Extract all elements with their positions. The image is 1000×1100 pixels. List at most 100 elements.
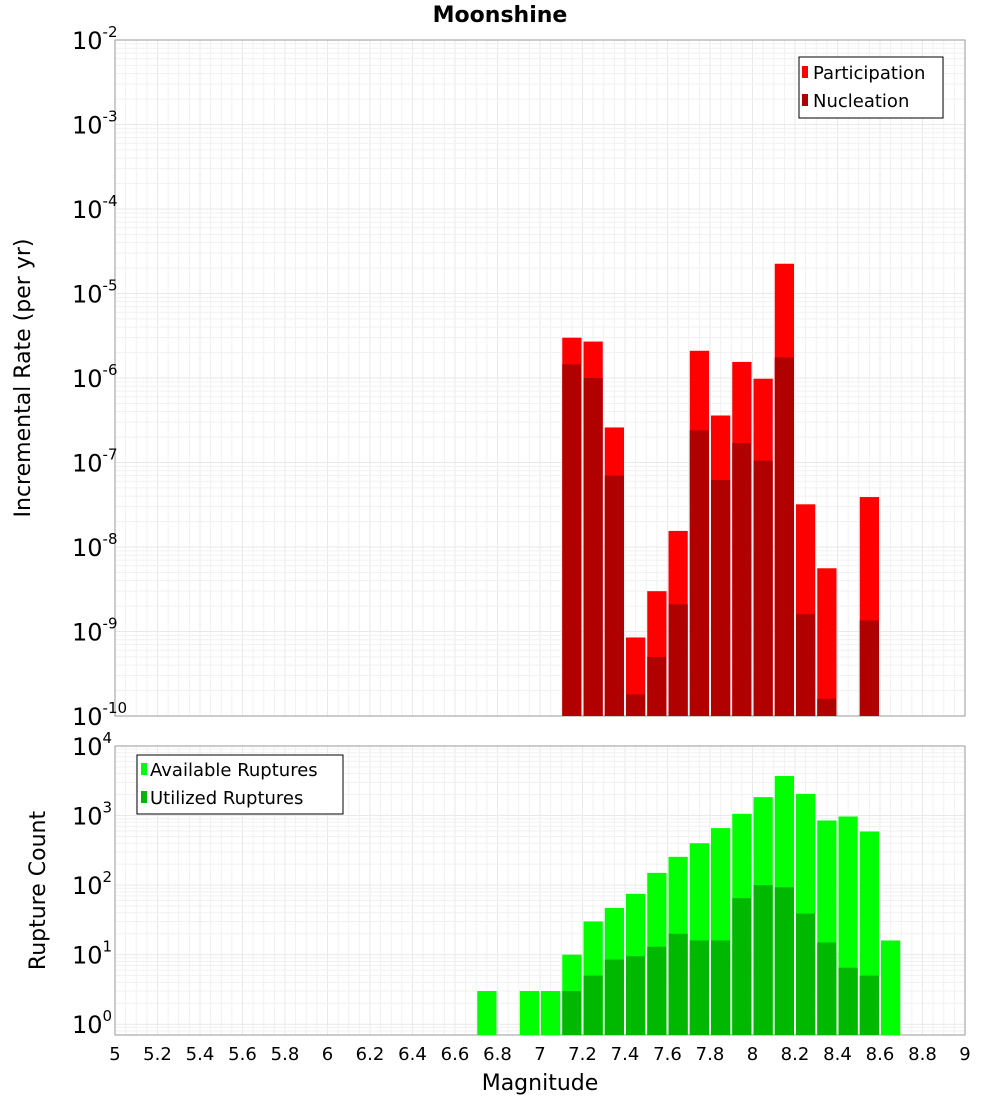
legend-swatch: [802, 94, 808, 106]
nucleation-bar: [817, 698, 837, 716]
y-tick-exponent: 4: [103, 729, 113, 747]
x-tick-label: 6: [322, 1044, 333, 1065]
legend-label: Utilized Ruptures: [150, 788, 303, 809]
count-y-tick-label: 104: [72, 729, 112, 761]
count-y-tick-label: 103: [72, 799, 112, 831]
utilized-bar: [711, 940, 731, 1035]
y-tick-exponent: 3: [103, 799, 113, 817]
x-tick-label: 5: [109, 1044, 120, 1065]
y-tick-base: 10: [72, 703, 103, 731]
rate-y-axis-label: Incremental Rate (per yr): [11, 239, 36, 518]
legend-swatch: [802, 66, 808, 78]
x-tick-label: 7.8: [696, 1044, 725, 1065]
y-tick-base: 10: [72, 365, 103, 393]
x-tick-label: 7.4: [611, 1044, 640, 1065]
y-tick-exponent: -2: [103, 23, 118, 41]
legend-swatch: [141, 763, 147, 775]
count-legend: Available Ruptures Utilized Ruptures: [136, 754, 344, 815]
nucleation-bar: [711, 480, 731, 716]
nucleation-bar: [732, 443, 752, 716]
y-tick-exponent: -3: [103, 108, 118, 126]
nucleation-bar: [689, 430, 709, 716]
utilized-bar: [668, 933, 688, 1035]
nucleation-bar: [604, 475, 624, 716]
nucleation-bar: [859, 620, 879, 716]
utilized-bar: [796, 913, 816, 1035]
chart-title: Moonshine: [433, 3, 568, 28]
y-tick-base: 10: [72, 196, 103, 224]
y-tick-exponent: 2: [103, 868, 113, 886]
utilized-bar: [774, 887, 794, 1035]
legend-box: [798, 56, 944, 119]
y-tick-base: 10: [72, 450, 103, 478]
rate-y-tick-label: 10-4: [72, 192, 118, 224]
available-bar: [519, 991, 539, 1035]
utilized-bar: [838, 967, 858, 1035]
utilized-bar: [562, 991, 582, 1035]
y-tick-base: 10: [72, 872, 103, 900]
rate-y-tick-label: 10-5: [72, 277, 118, 309]
nucleation-bar: [562, 364, 582, 716]
y-tick-exponent: -10: [103, 699, 128, 717]
utilized-bar: [583, 975, 603, 1035]
y-tick-base: 10: [72, 281, 103, 309]
nucleation-bar: [583, 378, 603, 716]
x-tick-label: 8.4: [823, 1044, 852, 1065]
count-y-tick-label: 101: [72, 938, 112, 970]
nucleation-bar: [774, 357, 794, 716]
nucleation-bar: [647, 656, 667, 716]
utilized-bar: [817, 942, 837, 1035]
y-tick-base: 10: [72, 27, 103, 55]
y-tick-base: 10: [72, 619, 103, 647]
nucleation-bar: [753, 460, 773, 716]
x-tick-label: 7.2: [568, 1044, 597, 1065]
rate-legend: Participation Nucleation: [798, 56, 944, 119]
x-tick-label: 6.6: [441, 1044, 470, 1065]
x-tick-label: 9: [959, 1044, 970, 1065]
y-tick-base: 10: [72, 803, 103, 831]
legend-box: [136, 754, 344, 815]
available-bar: [541, 991, 561, 1035]
x-tick-label: 5.6: [228, 1044, 257, 1065]
plot-frame: [114, 745, 966, 1036]
x-tick-label: 8.2: [781, 1044, 810, 1065]
rate-y-tick-label: 10-2: [72, 23, 118, 55]
legend-label: Available Ruptures: [150, 760, 318, 781]
x-tick-label: 8.6: [866, 1044, 895, 1065]
rate-y-tick-label: 10-6: [72, 361, 118, 393]
x-tick-label: 6.4: [398, 1044, 427, 1065]
count-y-axis-label: Rupture Count: [26, 811, 51, 971]
participation-bar: [817, 568, 837, 716]
y-tick-exponent: -7: [103, 446, 118, 464]
rate-y-tick-label: 10-9: [72, 615, 118, 647]
rate-y-tick-label: 10-10: [72, 699, 127, 731]
x-tick-label: 5.4: [186, 1044, 215, 1065]
utilized-bar: [689, 940, 709, 1035]
x-tick-label: 6.8: [483, 1044, 512, 1065]
available-bar: [477, 991, 497, 1035]
y-tick-exponent: -6: [103, 361, 118, 379]
plot-frame: [114, 39, 966, 717]
y-tick-exponent: 0: [103, 1007, 113, 1025]
y-tick-exponent: -8: [103, 530, 118, 548]
y-tick-base: 10: [72, 112, 103, 140]
utilized-bar: [732, 898, 752, 1035]
y-tick-base: 10: [72, 1011, 103, 1039]
x-axis-label: Magnitude: [482, 1071, 599, 1096]
y-tick-base: 10: [72, 942, 103, 970]
y-tick-exponent: -9: [103, 615, 118, 633]
utilized-bar: [647, 946, 667, 1035]
x-tick-label: 8: [747, 1044, 758, 1065]
nucleation-bar: [668, 604, 688, 716]
utilized-bar: [604, 959, 624, 1035]
y-tick-exponent: 1: [103, 938, 113, 956]
x-tick-label: 5.2: [143, 1044, 172, 1065]
y-tick-base: 10: [72, 733, 103, 761]
legend-swatch: [141, 791, 147, 803]
available-bar: [881, 940, 901, 1035]
rate-y-tick-label: 10-7: [72, 446, 118, 478]
count-y-tick-label: 102: [72, 868, 112, 900]
x-tick-label: 6.2: [356, 1044, 385, 1065]
